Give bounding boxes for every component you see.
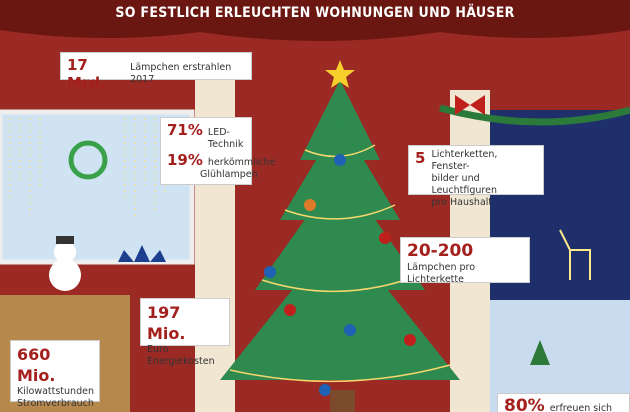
callout: 660 Mio. Kilowattstunden Stromverbrauch <box>10 340 100 409</box>
text: pro Haushalt <box>431 197 493 208</box>
text: Lämpchen erstrahlen 2017 <box>130 62 232 85</box>
small-tree <box>530 340 550 365</box>
text: Lämpchen pro Lichterkette <box>407 262 476 285</box>
candle-arch <box>118 245 166 262</box>
callout: 80% erfreuen sich <box>497 393 630 412</box>
text: bilder und Leuchtfiguren <box>431 173 497 196</box>
text: Euro Energiekosten <box>147 344 215 367</box>
number: 5 <box>415 149 426 167</box>
baubles <box>264 154 416 396</box>
text: Lichterketten, Fenster- <box>431 149 498 172</box>
callout: 5 Lichterketten, Fenster-bilder und Leuc… <box>408 145 544 208</box>
text: Kilowattstunden <box>17 386 94 397</box>
text: Stromverbrauch <box>17 398 94 409</box>
garland <box>439 104 630 126</box>
text: herkömmliche <box>207 157 276 168</box>
reindeer <box>559 229 591 280</box>
bow <box>455 95 485 115</box>
number: 19% <box>167 151 203 169</box>
window-frame <box>0 109 195 265</box>
callout: 20-200 Lämpchen pro Lichterkette <box>400 237 530 285</box>
star <box>325 60 355 88</box>
snowman-hat <box>56 236 74 244</box>
number: 660 Mio. <box>17 345 56 385</box>
snowman <box>49 259 81 291</box>
snowman-head <box>54 241 76 263</box>
trunk <box>330 390 355 412</box>
text: erfreuen sich <box>549 403 613 412</box>
text: LED-Technik <box>207 127 244 150</box>
number: 20-200 <box>407 241 474 261</box>
number: 197 Mio. <box>147 303 186 343</box>
title: SO FESTLICH ERLEUCHTEN WOHNUNGEN UND HÄU… <box>115 5 515 21</box>
callout: 17 Mrd. Lämpchen erstrahlen 2017 <box>60 52 252 92</box>
callout: 71% LED-Technik 19% herkömmliche Glühlampe… <box>160 117 276 185</box>
curtain-valance <box>0 0 630 41</box>
wreath <box>68 140 108 180</box>
text: Glühlampen <box>200 169 258 180</box>
number: 17 Mrd. <box>67 56 106 92</box>
callout: 197 Mio. Euro Energiekosten <box>140 298 230 367</box>
christmas-tree <box>220 80 460 380</box>
number: 80% <box>504 396 545 412</box>
number: 71% <box>167 121 203 139</box>
